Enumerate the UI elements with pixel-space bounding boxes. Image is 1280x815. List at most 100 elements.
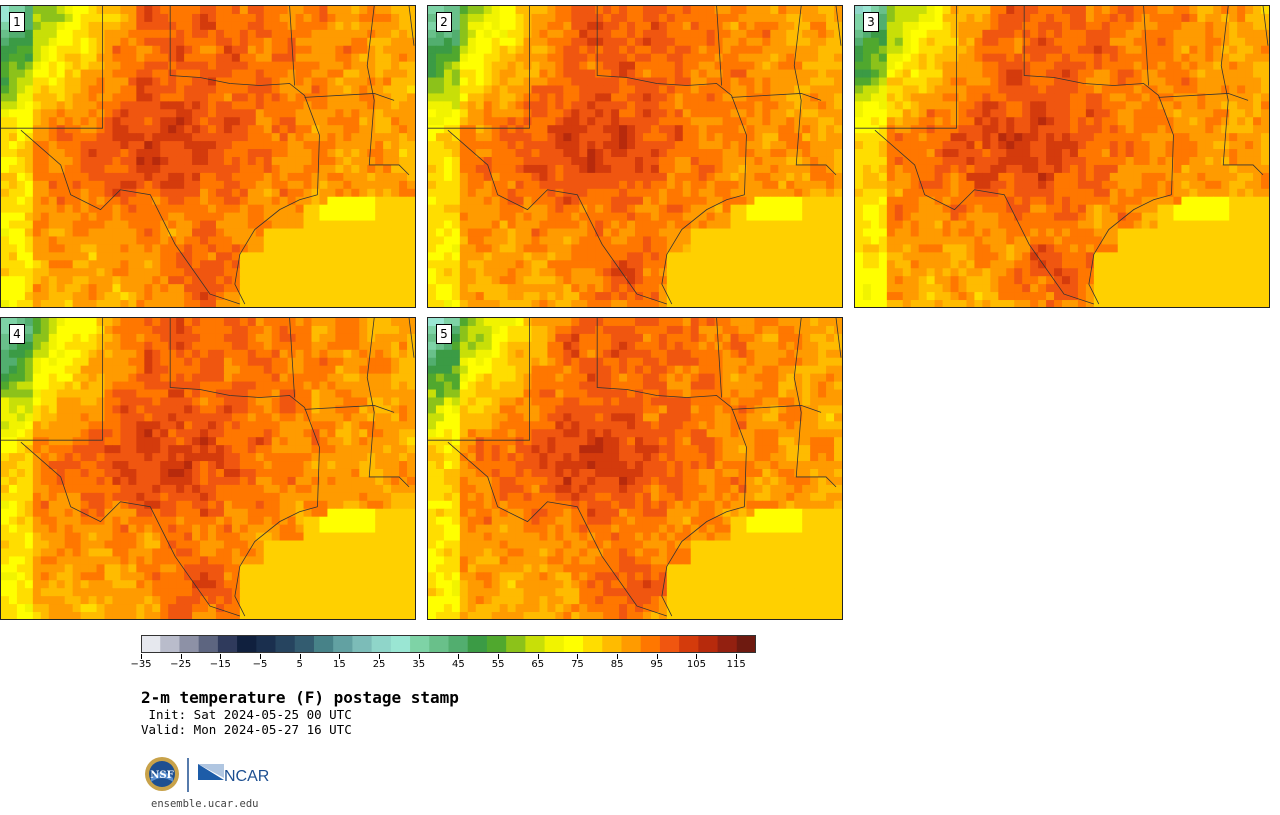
colorbar-tick — [458, 654, 460, 659]
init-time: Init: Sat 2024-05-25 00 UTC — [141, 707, 352, 722]
boundary-line — [1158, 95, 1174, 195]
boundary-line — [20, 129, 240, 305]
boundary-line — [304, 407, 320, 507]
boundary-line — [304, 95, 320, 195]
colorbar-swatch — [294, 635, 315, 653]
colorbar-tick-label: 115 — [726, 659, 746, 670]
colorbar-swatch — [352, 635, 373, 653]
colorbar-swatch — [621, 635, 642, 653]
colorbar-tick — [617, 654, 619, 659]
colorbar-tick — [656, 654, 658, 659]
boundary-line — [661, 194, 745, 305]
colorbar-tick — [180, 654, 182, 659]
colorbar-tick — [498, 654, 500, 659]
colorbar-swatch — [486, 635, 507, 653]
colorbar-swatch — [659, 635, 680, 653]
nsf-logo: NSF — [145, 757, 179, 791]
temperature-map — [855, 6, 1269, 307]
member-label: 2 — [436, 12, 452, 32]
colorbar-swatch — [333, 635, 353, 653]
boundary-line — [1088, 194, 1172, 305]
colorbar-tick — [537, 654, 539, 659]
colorbar-swatch — [313, 635, 334, 653]
ncar-logo: NCAR — [198, 764, 269, 785]
nsf-logo-text: NSF — [150, 770, 173, 781]
colorbar-swatch — [467, 635, 488, 653]
boundary-line — [596, 6, 732, 96]
colorbar-swatch — [160, 635, 180, 653]
colorbar-tick — [696, 654, 698, 659]
boundary-line — [1143, 6, 1149, 86]
colorbar-tick-label: −25 — [170, 659, 192, 670]
colorbar-swatch — [410, 635, 430, 653]
boundary-line — [731, 405, 822, 413]
chart-title: 2-m temperature (F) postage stamp — [141, 688, 459, 707]
colorbar-swatch — [390, 635, 411, 653]
member-label: 3 — [863, 12, 879, 32]
temperature-map — [1, 6, 415, 307]
colorbar-swatch — [448, 635, 469, 653]
colorbar-swatch — [506, 635, 526, 653]
boundary-line — [1220, 6, 1264, 176]
colorbar-tick-label: −35 — [130, 659, 152, 670]
ensemble-member-panel-3: 3 — [854, 5, 1270, 308]
boundary-line — [304, 93, 395, 101]
boundary-line — [408, 318, 415, 358]
colorbar-swatch — [698, 635, 718, 653]
colorbar-tick — [577, 654, 579, 659]
boundary-line — [731, 95, 747, 195]
colorbar-swatch — [217, 635, 238, 653]
boundary-line — [855, 6, 957, 129]
ncar-logo-text: NCAR — [224, 768, 269, 785]
member-label: 1 — [9, 12, 25, 32]
colorbar-swatch — [679, 635, 699, 653]
colorbar-swatch — [525, 635, 545, 653]
colorbar-tick — [379, 654, 381, 659]
boundary-line — [596, 318, 732, 408]
colorbar-tick-label: 95 — [650, 659, 664, 670]
temperature-colorbar — [141, 635, 756, 653]
colorbar-swatch — [256, 635, 276, 653]
valid-time: Valid: Mon 2024-05-27 16 UTC — [141, 722, 352, 737]
colorbar-swatch — [717, 635, 738, 653]
boundary-line — [874, 129, 1094, 305]
colorbar-swatch — [237, 635, 257, 653]
colorbar-swatch — [583, 635, 603, 653]
ensemble-member-panel-4: 4 — [0, 317, 416, 620]
colorbar-tick-label: 105 — [686, 659, 707, 670]
colorbar-tick-label: 45 — [452, 659, 465, 670]
colorbar-tick-label: 25 — [372, 659, 386, 670]
colorbar-tick-label: 15 — [333, 659, 346, 670]
member-label: 5 — [436, 324, 452, 344]
boundary-line — [428, 318, 530, 441]
colorbar-tick-label: 85 — [610, 659, 624, 670]
colorbar-ticks: −35 −25 −15 −5 5 15 25 35 45 55 65 75 85 95 105 115 — [130, 654, 756, 674]
boundary-line — [366, 318, 410, 488]
boundary-line — [169, 318, 305, 408]
colorbar-swatch — [544, 635, 565, 653]
ensemble-member-panel-1: 1 — [0, 5, 416, 308]
boundary-line — [835, 318, 842, 358]
temperature-map — [428, 6, 842, 307]
boundary-line — [20, 441, 240, 617]
colorbar-tick-label: −5 — [252, 659, 268, 670]
colorbar-tick — [220, 654, 222, 659]
colorbar-swatch — [563, 635, 584, 653]
boundary-line — [661, 506, 745, 617]
colorbar-swatch — [602, 635, 622, 653]
boundary-line — [1262, 6, 1269, 46]
boundary-line — [835, 6, 842, 46]
boundary-line — [731, 407, 747, 507]
boundary-line — [1, 318, 103, 441]
boundary-line — [408, 6, 415, 46]
colorbar-swatch — [198, 635, 219, 653]
boundary-line — [447, 441, 667, 617]
colorbar-tick-label: 55 — [491, 659, 505, 670]
member-label: 4 — [9, 324, 25, 344]
source-url: ensemble.ucar.edu — [151, 798, 259, 810]
boundary-line — [793, 6, 837, 176]
colorbar-tick-label: 5 — [296, 659, 303, 670]
colorbar-tick-label: −15 — [209, 659, 231, 670]
ensemble-member-panel-2: 2 — [427, 5, 843, 308]
boundary-line — [716, 318, 722, 398]
